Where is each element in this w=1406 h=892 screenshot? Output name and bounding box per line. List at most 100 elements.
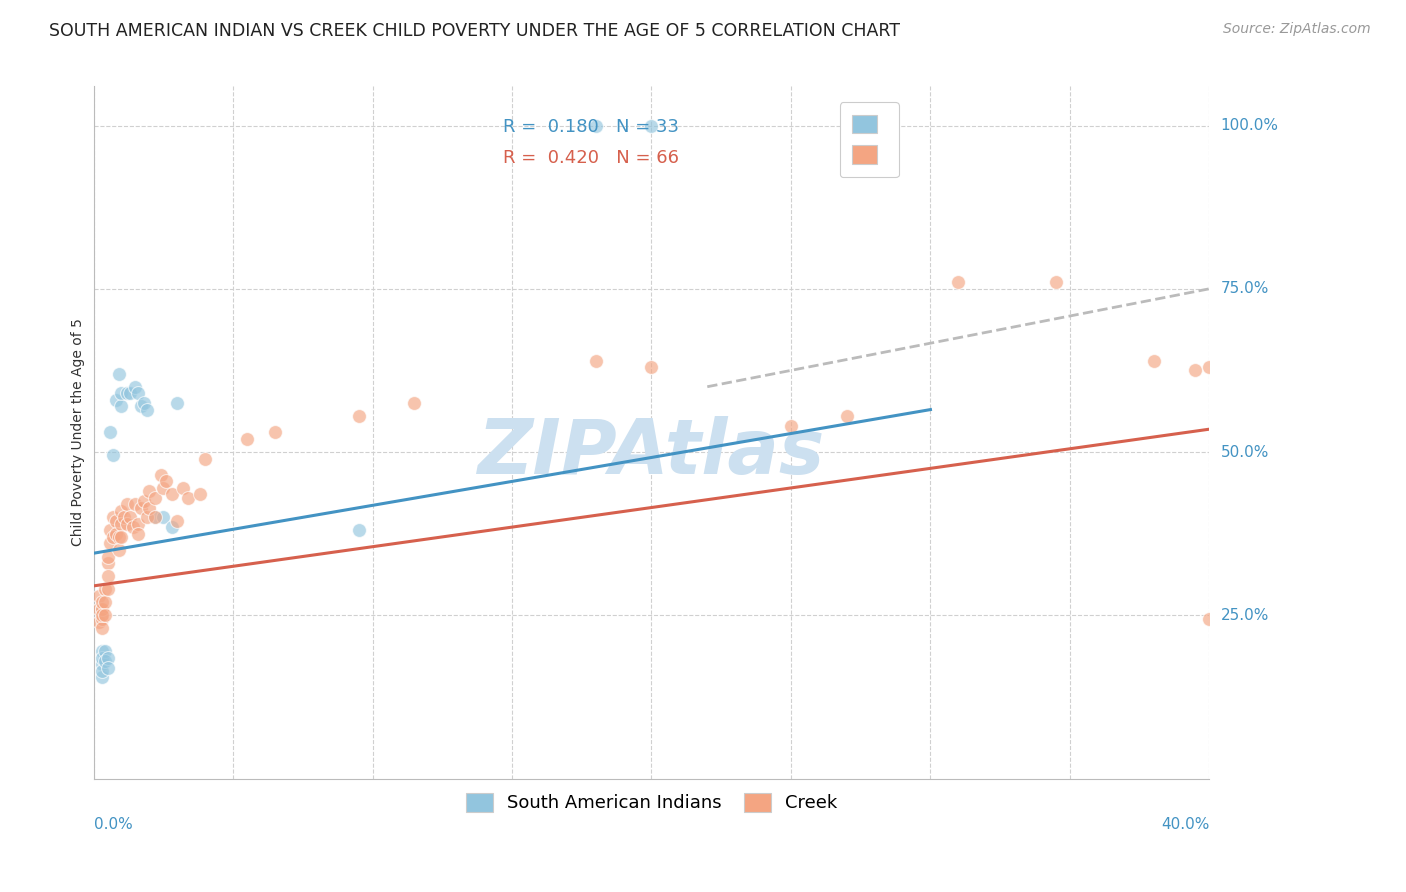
Point (127, 526, 149, 541)
Point (127, 516, 149, 531)
Point (155, 475, 177, 489)
Point (115, 497, 138, 511)
Point (640, 119, 662, 133)
Text: 100.0%: 100.0% (1220, 118, 1278, 133)
Point (132, 396, 155, 410)
Point (96, 582, 118, 596)
Point (91, 664, 114, 678)
Point (110, 400, 132, 414)
Text: Source: ZipAtlas.com: Source: ZipAtlas.com (1223, 22, 1371, 37)
Point (101, 530, 124, 544)
Point (585, 353, 607, 368)
Point (101, 448, 124, 462)
Point (127, 386, 149, 401)
Point (177, 491, 200, 505)
Point (135, 510, 157, 524)
Point (1198, 360, 1220, 375)
Point (129, 500, 152, 515)
Point (835, 409, 858, 423)
Point (152, 510, 174, 524)
Point (172, 481, 194, 495)
Text: 50.0%: 50.0% (1220, 444, 1268, 459)
Point (780, 418, 803, 433)
Point (110, 516, 132, 531)
Y-axis label: Child Poverty Under the Age of 5: Child Poverty Under the Age of 5 (72, 318, 86, 547)
Point (91, 621, 114, 635)
Point (91, 670, 114, 684)
Point (188, 487, 211, 501)
Point (585, 119, 607, 133)
Point (91, 644, 114, 658)
Point (1184, 363, 1206, 377)
Point (96, 549, 118, 564)
Point (91, 608, 114, 623)
Point (104, 392, 127, 407)
Point (91, 657, 114, 672)
Point (124, 497, 146, 511)
Point (98, 425, 121, 440)
Point (91, 601, 114, 615)
Text: ZIPAtlas: ZIPAtlas (478, 417, 825, 491)
Point (1142, 353, 1164, 368)
Point (98, 536, 121, 550)
Point (118, 510, 141, 524)
Point (194, 451, 217, 466)
Point (96, 556, 118, 570)
Text: R =  0.420   N = 66: R = 0.420 N = 66 (503, 149, 679, 167)
Text: SOUTH AMERICAN INDIAN VS CREEK CHILD POVERTY UNDER THE AGE OF 5 CORRELATION CHAR: SOUTH AMERICAN INDIAN VS CREEK CHILD POV… (49, 22, 900, 40)
Point (138, 484, 160, 499)
Point (160, 520, 183, 534)
Point (149, 467, 172, 482)
Point (101, 510, 124, 524)
Point (89, 601, 111, 615)
Point (89, 589, 111, 603)
Point (138, 500, 160, 515)
Point (152, 481, 174, 495)
Point (91, 650, 114, 665)
Point (121, 520, 143, 534)
Point (98, 524, 121, 538)
Point (236, 432, 259, 446)
Point (1198, 611, 1220, 625)
Text: 40.0%: 40.0% (1161, 817, 1209, 832)
Text: 25.0%: 25.0% (1220, 607, 1268, 623)
Point (93, 654, 115, 668)
Point (104, 526, 127, 541)
Text: R =  0.180   N = 33: R = 0.180 N = 33 (503, 118, 679, 136)
Point (91, 595, 114, 609)
Point (948, 275, 970, 289)
Point (118, 386, 141, 401)
Point (96, 650, 118, 665)
Point (143, 510, 166, 524)
Point (1045, 275, 1067, 289)
Point (160, 487, 183, 501)
Text: 0.0%: 0.0% (94, 817, 132, 832)
Point (166, 396, 188, 410)
Point (115, 516, 138, 531)
Point (132, 494, 155, 508)
Point (129, 400, 152, 414)
Point (640, 360, 662, 375)
Point (112, 510, 135, 524)
Point (143, 510, 166, 524)
Point (96, 660, 118, 674)
Point (93, 582, 115, 596)
Point (347, 524, 370, 538)
Point (124, 380, 146, 394)
Point (89, 615, 111, 629)
Point (115, 386, 138, 401)
Point (110, 504, 132, 518)
Point (166, 514, 188, 528)
Point (107, 543, 129, 558)
Point (91, 601, 114, 615)
Point (404, 396, 426, 410)
Point (91, 611, 114, 625)
Point (107, 367, 129, 381)
Text: 75.0%: 75.0% (1220, 281, 1268, 296)
Point (96, 569, 118, 583)
Point (107, 530, 129, 544)
Point (347, 409, 370, 423)
Point (143, 491, 166, 505)
Point (110, 530, 132, 544)
Point (135, 402, 157, 417)
